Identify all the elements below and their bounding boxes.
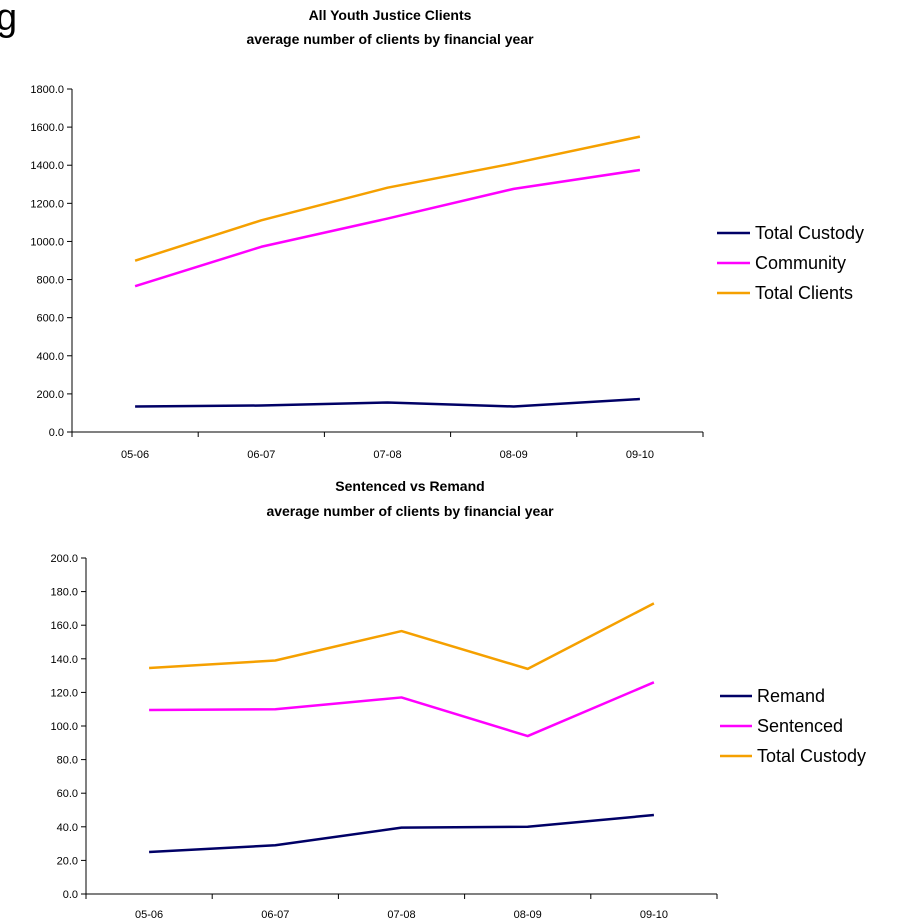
legend-label-total-custody: Total Custody (755, 223, 864, 243)
series-line-sentenced (149, 681, 655, 738)
x-tick-label-07-08: 07-08 (373, 449, 401, 461)
series-line-total-clients (134, 135, 641, 262)
legend-label-remand: Remand (757, 686, 825, 706)
legend-label-sentenced: Sentenced (757, 716, 843, 736)
chart-all-youth-justice-clients: All Youth Justice Clients average number … (30, 7, 864, 461)
y-tick-label: 20.0 (57, 855, 78, 867)
y-tick-label: 0.0 (63, 889, 78, 901)
y-tick-label: 800.0 (36, 275, 64, 287)
y-tick-label: 180.0 (50, 587, 78, 599)
x-tick-label-09-10: 09-10 (626, 449, 654, 461)
y-tick-label: 60.0 (57, 788, 78, 800)
y-tick-label: 0.0 (49, 427, 64, 439)
y-tick-label: 1200.0 (30, 198, 64, 210)
chart-title-line-1: All Youth Justice Clients (309, 7, 472, 23)
y-tick-label: 140.0 (50, 654, 78, 666)
y-tick-label: 1400.0 (30, 160, 64, 172)
y-tick-label: 120.0 (50, 687, 78, 699)
series-line-community (134, 168, 641, 288)
series-line-total-custody (149, 602, 655, 671)
x-tick-label-07-08: 07-08 (387, 909, 415, 921)
series-line-total-custody (135, 397, 640, 408)
x-tick-label-05-06: 05-06 (135, 909, 163, 921)
x-tick-label-08-09: 08-09 (500, 449, 528, 461)
x-tick-label-06-07: 06-07 (261, 909, 289, 921)
legend-label-total-custody: Total Custody (757, 746, 866, 766)
chart-title-line-2: average number of clients by financial y… (266, 503, 554, 519)
legend-label-total-clients: Total Clients (755, 283, 853, 303)
y-tick-label: 1800.0 (30, 84, 64, 96)
chart-title-line-2: average number of clients by financial y… (246, 31, 534, 47)
y-tick-label: 100.0 (50, 721, 78, 733)
y-tick-label: 600.0 (36, 313, 64, 325)
series-line-remand (149, 813, 655, 854)
y-tick-label: 200.0 (50, 553, 78, 565)
corner-glyph: g (0, 0, 17, 39)
y-tick-label: 1000.0 (30, 236, 64, 248)
chart-sentenced-vs-remand: Sentenced vs Remand average number of cli… (50, 478, 866, 921)
x-tick-label-09-10: 09-10 (640, 909, 668, 921)
y-tick-label: 40.0 (57, 822, 78, 834)
x-tick-label-05-06: 05-06 (121, 449, 149, 461)
y-tick-label: 80.0 (57, 755, 78, 767)
chart-title-line-1: Sentenced vs Remand (335, 478, 484, 494)
x-tick-label-08-09: 08-09 (514, 909, 542, 921)
legend-label-community: Community (755, 253, 846, 273)
x-tick-label-06-07: 06-07 (247, 449, 275, 461)
y-tick-label: 160.0 (50, 620, 78, 632)
y-tick-label: 200.0 (36, 389, 64, 401)
y-tick-label: 400.0 (36, 351, 64, 363)
y-tick-label: 1600.0 (30, 122, 64, 134)
